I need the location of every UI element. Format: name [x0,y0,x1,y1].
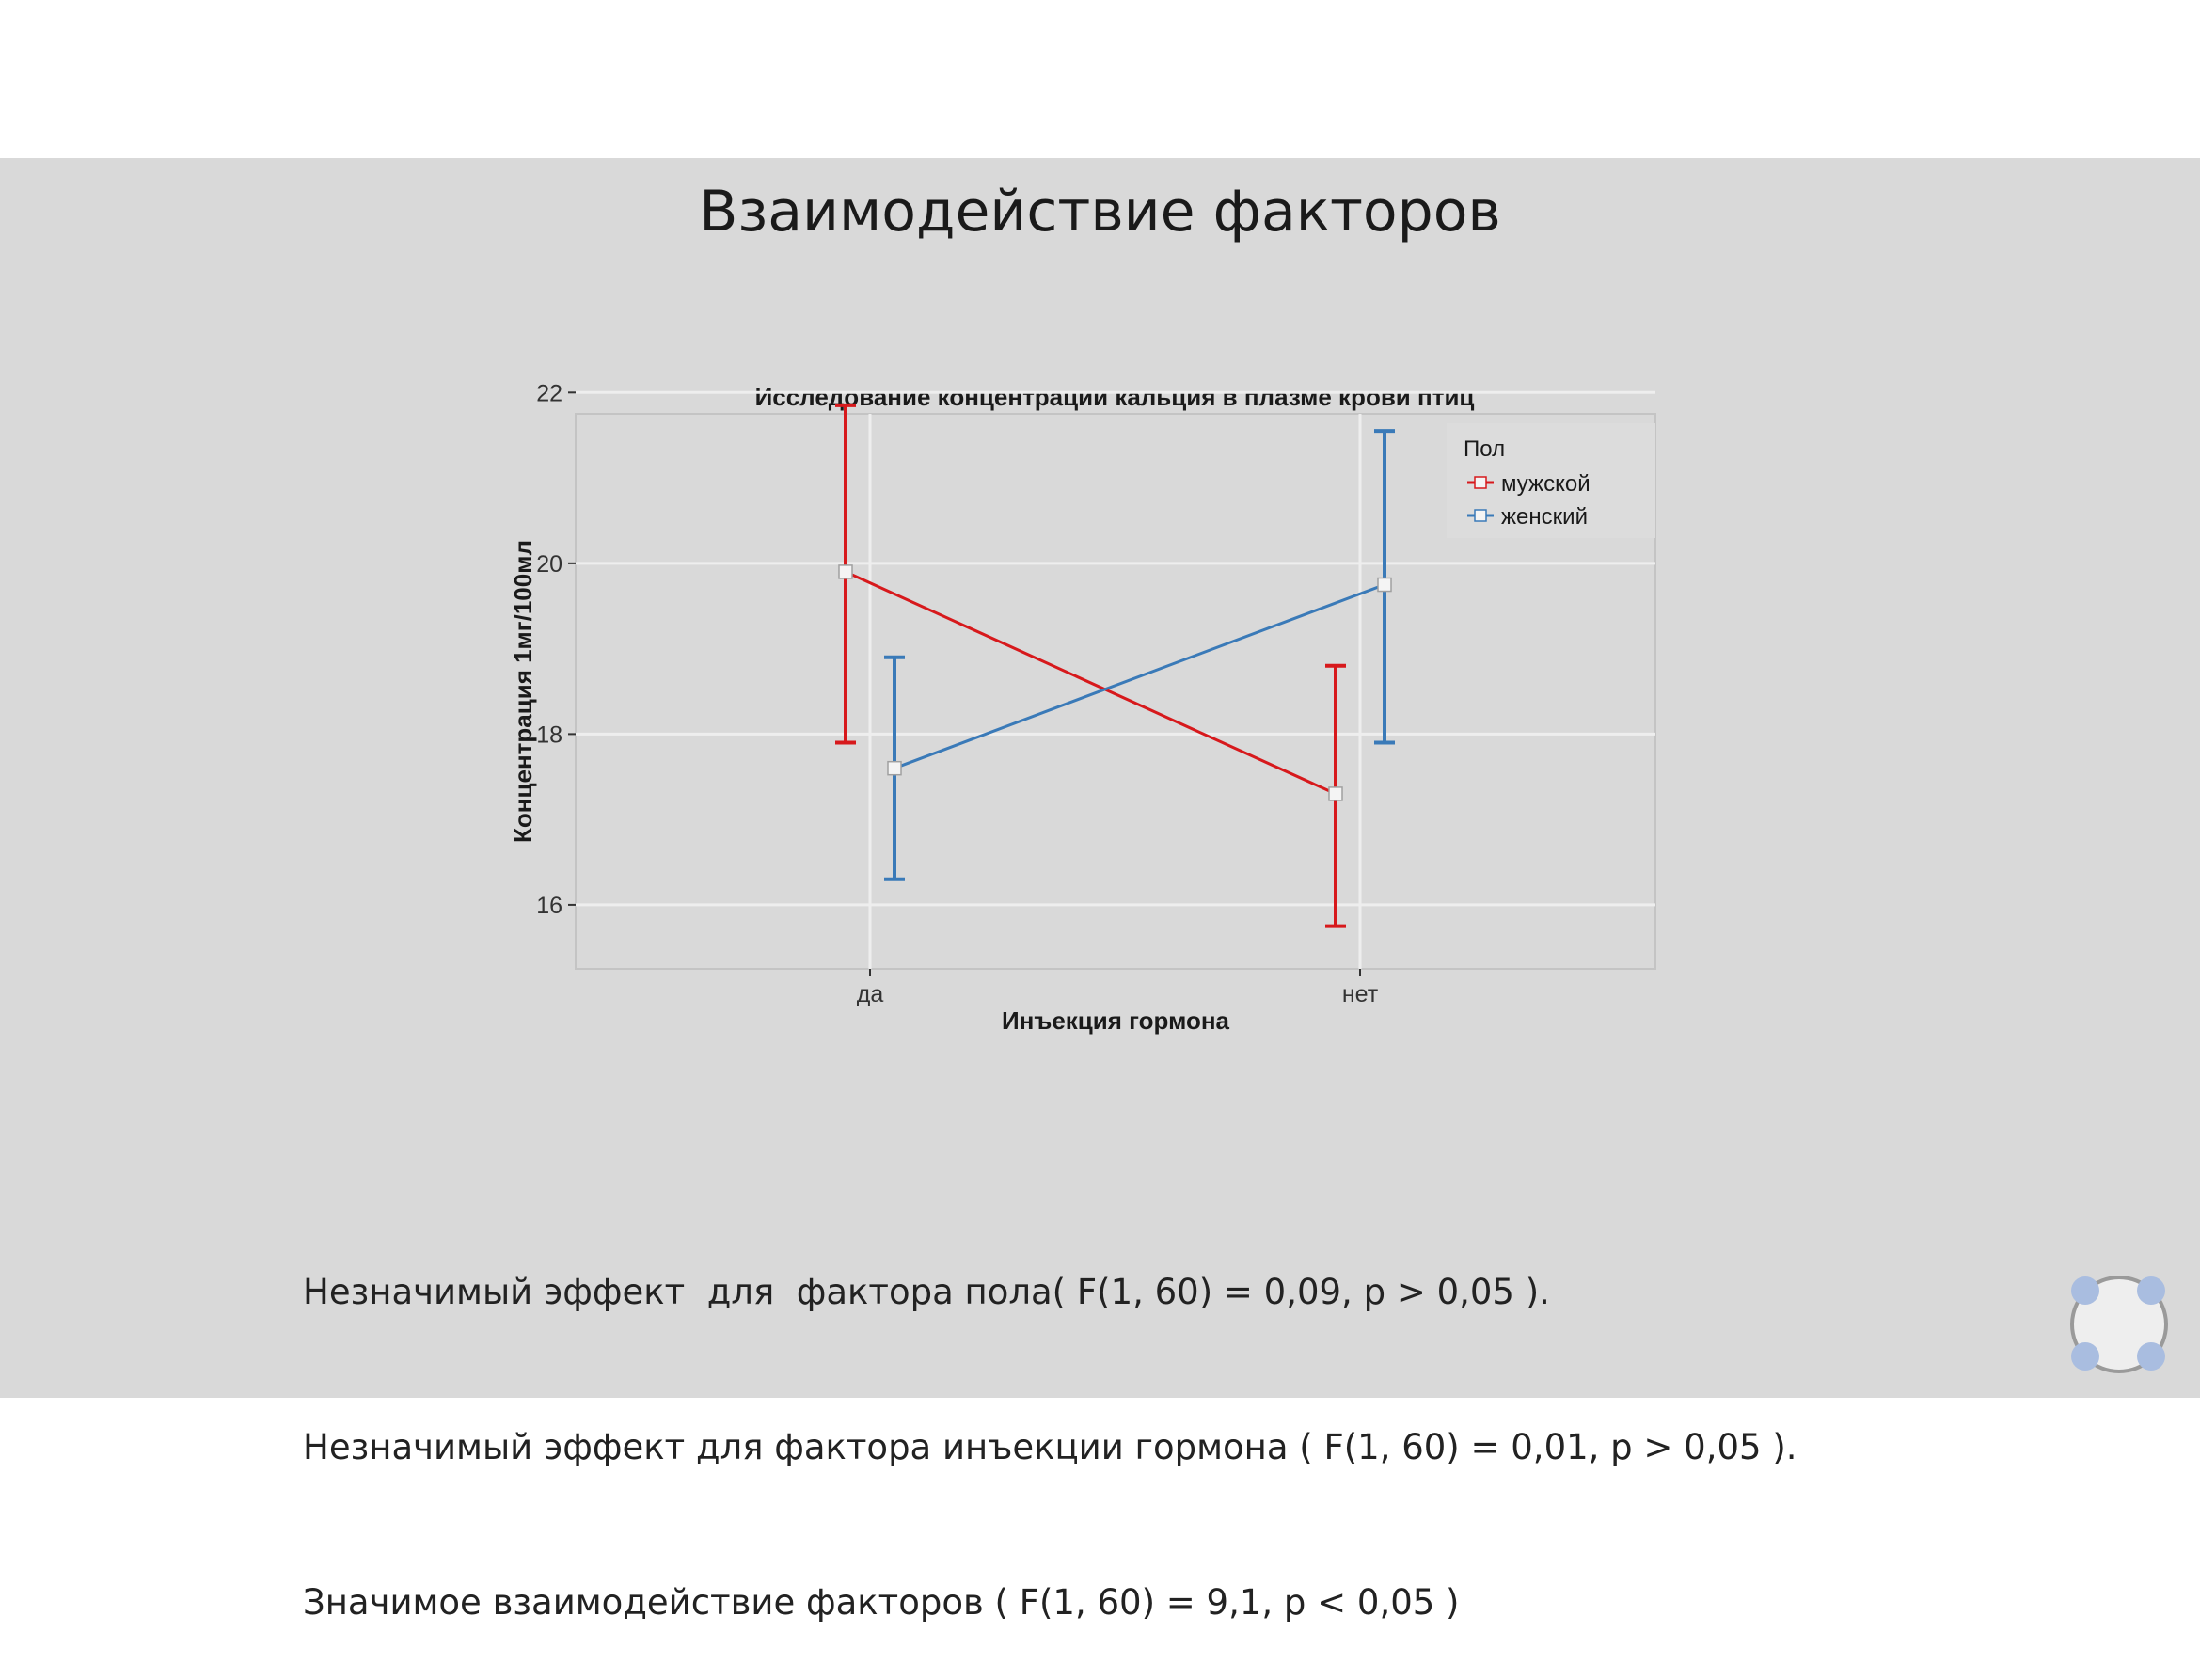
grid-lines [576,390,1655,969]
interaction-chart: Исследование концентрации кальция в плаз… [509,380,1656,1035]
nav-dot-icon[interactable] [2137,1276,2165,1305]
y-tick-label: 22 [536,380,562,406]
series-1 [835,403,1346,928]
legend-label: женский [1501,504,1588,530]
navigation-circle-icon[interactable] [2065,1270,2177,1383]
y-axis-label: Концентрация 1мг/100мл [509,540,537,843]
y-tick-label: 20 [536,551,562,578]
nav-dot-icon[interactable] [2137,1342,2165,1371]
x-tick-label: да [857,981,884,1007]
data-point [1377,577,1392,593]
chart-title: Исследование концентрации кальция в плаз… [755,383,1475,411]
data-point [838,564,853,579]
series-line [894,583,1385,770]
data-series [835,403,1395,928]
legend-key-marker [1474,509,1487,522]
notes-block: Незначимый эффект для фактора пола( F(1,… [303,1163,1797,1680]
data-point [887,760,902,776]
series-2 [884,429,1395,881]
legend-title: Пол [1464,436,1505,462]
y-tick-label: 18 [536,721,562,748]
x-tick-label: нет [1342,981,1379,1007]
slide-title: Взаимодействие факторов [699,179,1501,245]
legend: Пол мужской женский [1447,423,1655,538]
y-tick-label: 16 [536,893,562,919]
legend-label: мужской [1501,471,1591,497]
nav-dot-icon[interactable] [2071,1342,2099,1371]
data-point [1328,786,1343,801]
series-line [845,570,1337,796]
legend-key-marker [1474,476,1487,489]
x-axis-ticks: да нет [857,969,1379,1007]
x-axis-label: Инъекция гормона [1002,1006,1230,1035]
note-line: Значимое взаимодействие факторов ( F(1, … [303,1582,1460,1623]
note-line: Незначимый эффект для фактора инъекции г… [303,1427,1797,1467]
y-axis-ticks: 16 18 20 22 [536,380,576,919]
note-line: Незначимый эффект для фактора пола( F(1,… [303,1272,1550,1312]
legend-item: женский [1467,504,1588,530]
nav-dot-icon[interactable] [2071,1276,2099,1305]
legend-item: мужской [1467,471,1591,497]
